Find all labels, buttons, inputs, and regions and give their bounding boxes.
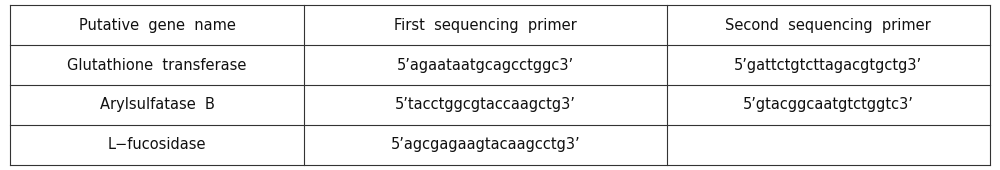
Text: First  sequencing  primer: First sequencing primer bbox=[394, 18, 577, 33]
Text: Arylsulfatase  B: Arylsulfatase B bbox=[100, 97, 214, 113]
Text: Second  sequencing  primer: Second sequencing primer bbox=[725, 18, 931, 33]
Text: 5’tacctggcgtaccaagctg3’: 5’tacctggcgtaccaagctg3’ bbox=[395, 97, 576, 113]
Text: Putative  gene  name: Putative gene name bbox=[79, 18, 235, 33]
Text: 5’agaataatgcagcctggc3’: 5’agaataatgcagcctggc3’ bbox=[397, 57, 574, 73]
Text: 5’agcgagaagtacaagcctg3’: 5’agcgagaagtacaagcctg3’ bbox=[390, 137, 580, 152]
Text: L−fucosidase: L−fucosidase bbox=[108, 137, 206, 152]
Text: 5’gtacggcaatgtctggtc3’: 5’gtacggcaatgtctggtc3’ bbox=[743, 97, 914, 113]
Text: 5’gattctgtcttagacgtgctg3’: 5’gattctgtcttagacgtgctg3’ bbox=[734, 57, 922, 73]
Text: Glutathione  transferase: Glutathione transferase bbox=[67, 57, 247, 73]
